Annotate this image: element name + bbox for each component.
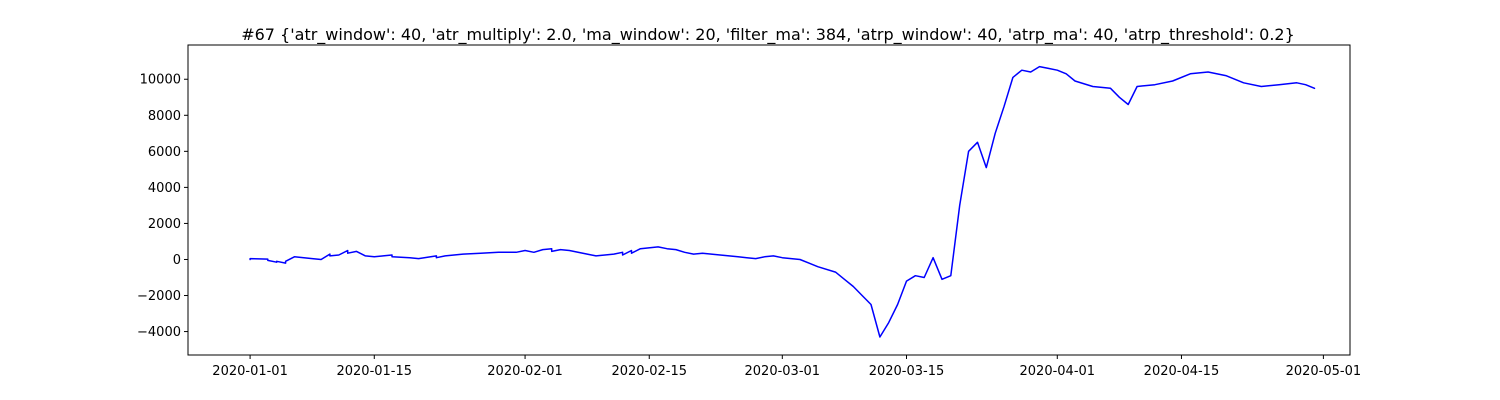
y-tick-label: 8000 bbox=[148, 109, 181, 124]
y-tick-label: −2000 bbox=[137, 289, 181, 304]
y-tick-label: 0 bbox=[173, 253, 181, 268]
x-tick-label: 2020-01-01 bbox=[212, 364, 288, 379]
plot-area-frame bbox=[187, 44, 1351, 356]
y-tick-label: −4000 bbox=[137, 325, 181, 340]
x-axis: 2020-01-01 2020-01-15 2020-02-01 2020-02-15… bbox=[212, 355, 1361, 379]
y-tick-label: 4000 bbox=[148, 181, 181, 196]
series-layer bbox=[249, 65, 1316, 338]
x-tick-label: 2020-02-15 bbox=[611, 364, 687, 379]
y-tick-label: 10000 bbox=[140, 73, 181, 88]
y-tick-label: 2000 bbox=[148, 217, 181, 232]
x-tick-label: 2020-03-01 bbox=[745, 364, 821, 379]
y-axis: −4000 −2000 0 2000 4000 6000 8000 10000 bbox=[137, 73, 188, 340]
y-tick-label: 6000 bbox=[148, 145, 181, 160]
x-tick-label: 2020-03-15 bbox=[869, 364, 945, 379]
x-tick-label: 2020-04-15 bbox=[1144, 364, 1220, 379]
x-tick-label: 2020-01-15 bbox=[336, 364, 412, 379]
x-tick-label: 2020-04-01 bbox=[1020, 364, 1096, 379]
x-tick-label: 2020-02-01 bbox=[487, 364, 563, 379]
x-tick-label: 2020-05-01 bbox=[1286, 364, 1362, 379]
chart-title: #67 {'atr_window': 40, 'atr_multiply': 2… bbox=[241, 25, 1295, 45]
series-line-0 bbox=[249, 65, 1316, 338]
